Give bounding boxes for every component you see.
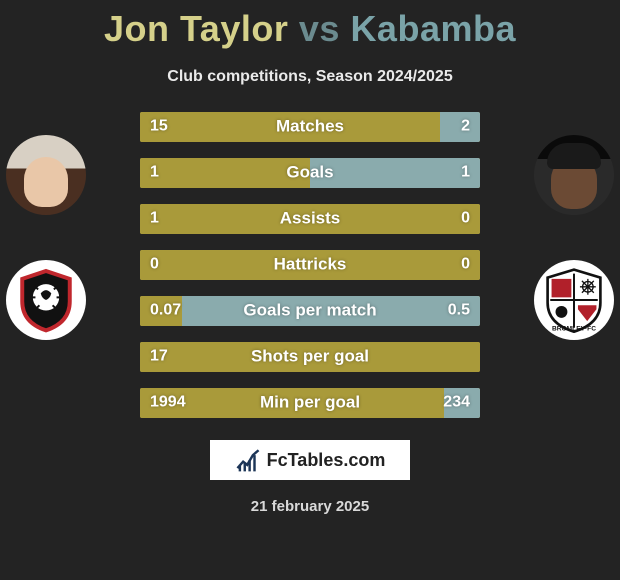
stat-label: Assists <box>280 209 340 229</box>
stat-label: Matches <box>276 117 344 137</box>
title-player1: Jon Taylor <box>104 8 288 49</box>
report-date: 21 february 2025 <box>0 498 620 515</box>
stat-bar-fill-right <box>310 158 480 188</box>
stat-bar: 1 1 Goals <box>140 158 480 188</box>
brand-badge: FcTables.com <box>210 440 410 480</box>
stat-bar-fill-right <box>440 112 480 142</box>
stat-value-right: 0.5 <box>448 302 470 320</box>
stat-value-left: 0 <box>150 256 159 274</box>
player1-avatar <box>6 135 86 215</box>
player2-avatar <box>534 135 614 215</box>
stat-bar: 15 2 Matches <box>140 112 480 142</box>
stat-label: Shots per goal <box>251 347 369 367</box>
stat-value-left: 1 <box>150 210 159 228</box>
subtitle: Club competitions, Season 2024/2025 <box>0 68 620 86</box>
stat-value-right: 0 <box>461 210 470 228</box>
player1-club-crest <box>6 260 86 340</box>
stat-value-left: 0.07 <box>150 302 181 320</box>
brand-label: FcTables.com <box>267 450 386 471</box>
player2-club-crest: BROMLEY·FC <box>534 260 614 340</box>
stat-bar: 0 0 Hattricks <box>140 250 480 280</box>
shield-lion-icon <box>13 267 79 333</box>
stat-bar: 0.07 0.5 Goals per match <box>140 296 480 326</box>
stat-bar: 1 0 Assists <box>140 204 480 234</box>
stats-bars: 15 2 Matches 1 1 Goals 1 0 Assists 0 0 Hattricks 0.0… <box>140 112 480 418</box>
stat-value-right: 0 <box>461 256 470 274</box>
stat-value-left: 1 <box>150 164 159 182</box>
stat-label: Min per goal <box>260 393 360 413</box>
stat-value-right: 1 <box>461 164 470 182</box>
title-vs: vs <box>299 8 340 49</box>
stat-bar: 1994 234 Min per goal <box>140 388 480 418</box>
stat-bar-fill-left <box>140 158 310 188</box>
stat-label: Goals <box>286 163 333 183</box>
title-player2: Kabamba <box>350 8 516 49</box>
stat-label: Hattricks <box>274 255 347 275</box>
chart-up-icon <box>235 447 261 473</box>
stat-value-left: 17 <box>150 348 168 366</box>
stat-value-left: 15 <box>150 118 168 136</box>
stat-bar: 17 Shots per goal <box>140 342 480 372</box>
stat-label: Goals per match <box>243 301 376 321</box>
stat-value-left: 1994 <box>150 394 186 412</box>
stat-value-right: 234 <box>443 394 470 412</box>
svg-text:BROMLEY·FC: BROMLEY·FC <box>552 325 596 332</box>
page-title: Jon Taylor vs Kabamba <box>0 0 620 50</box>
stat-value-right: 2 <box>461 118 470 136</box>
shield-quarters-icon: BROMLEY·FC <box>541 267 607 333</box>
